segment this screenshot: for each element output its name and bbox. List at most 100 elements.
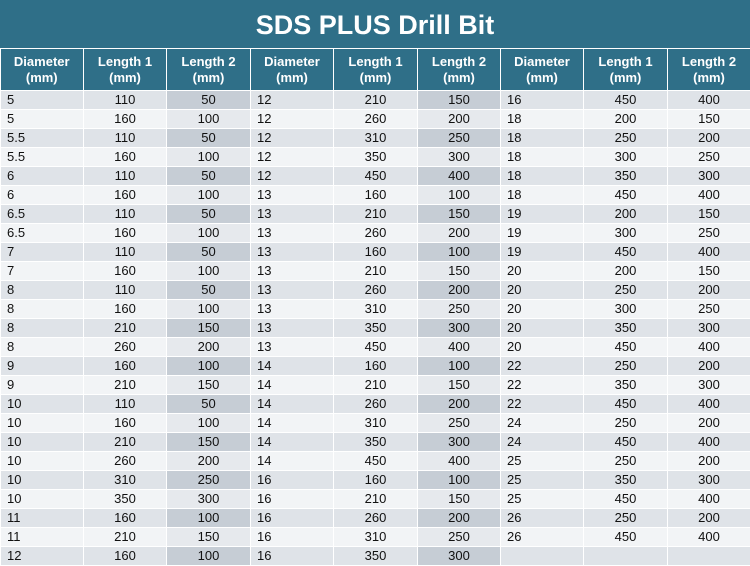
table-cell: 400 — [668, 395, 750, 414]
table-cell: 150 — [668, 110, 750, 129]
table-cell: 160 — [334, 357, 418, 376]
table-cell: 19 — [501, 205, 584, 224]
column-header-label: Diameter — [1, 54, 84, 70]
table-cell: 10 — [1, 490, 84, 509]
table-cell: 8 — [1, 319, 84, 338]
column-header: Diameter(mm) — [501, 49, 584, 91]
table-cell: 6.5 — [1, 205, 84, 224]
table-cell: 400 — [418, 452, 501, 471]
table-cell: 250 — [584, 509, 668, 528]
table-cell: 10 — [1, 452, 84, 471]
table-cell: 450 — [334, 167, 418, 186]
column-header-unit: (mm) — [167, 70, 250, 86]
table-cell: 10 — [1, 414, 84, 433]
table-cell: 25 — [501, 452, 584, 471]
table-cell: 100 — [167, 148, 251, 167]
table-cell: 400 — [668, 490, 750, 509]
table-cell: 400 — [668, 528, 750, 547]
table-cell: 14 — [251, 433, 334, 452]
column-header-label: Length 2 — [418, 54, 500, 70]
column-header: Diameter(mm) — [1, 49, 84, 91]
table-cell: 9 — [1, 376, 84, 395]
column-header: Length 2(mm) — [418, 49, 501, 91]
table-cell: 10 — [1, 471, 84, 490]
table-cell: 100 — [418, 357, 501, 376]
table-cell: 16 — [251, 490, 334, 509]
table-cell: 350 — [584, 167, 668, 186]
table-cell: 250 — [668, 224, 750, 243]
column-header: Length 2(mm) — [167, 49, 251, 91]
table-cell: 260 — [84, 338, 167, 357]
table-cell: 400 — [668, 186, 750, 205]
table-cell: 100 — [167, 509, 251, 528]
table-cell: 400 — [668, 433, 750, 452]
table-cell: 300 — [418, 319, 501, 338]
table-cell: 150 — [167, 376, 251, 395]
table-cell: 150 — [668, 205, 750, 224]
table-cell: 18 — [501, 148, 584, 167]
table-cell: 250 — [584, 357, 668, 376]
table-cell: 260 — [334, 395, 418, 414]
table-cell: 200 — [668, 281, 750, 300]
table-cell: 100 — [167, 547, 251, 566]
table-cell: 100 — [418, 186, 501, 205]
table-cell: 310 — [84, 471, 167, 490]
table-cell: 300 — [418, 148, 501, 167]
table-cell: 160 — [84, 262, 167, 281]
table-cell: 150 — [418, 490, 501, 509]
table-cell: 450 — [584, 433, 668, 452]
table-cell: 450 — [334, 338, 418, 357]
table-cell: 300 — [584, 300, 668, 319]
table-cell: 100 — [418, 471, 501, 490]
table-cell: 350 — [334, 319, 418, 338]
table-cell: 300 — [668, 376, 750, 395]
table-cell: 24 — [501, 414, 584, 433]
table-cell: 25 — [501, 471, 584, 490]
table-cell: 20 — [501, 300, 584, 319]
table-cell: 200 — [167, 338, 251, 357]
table-cell: 11 — [1, 509, 84, 528]
table-cell: 110 — [84, 281, 167, 300]
table-cell: 160 — [84, 110, 167, 129]
table-cell: 50 — [167, 91, 251, 110]
column-header-unit: (mm) — [1, 70, 84, 86]
table-cell: 22 — [501, 376, 584, 395]
table-cell: 250 — [418, 300, 501, 319]
table-cell: 200 — [584, 110, 668, 129]
table-cell: 160 — [84, 148, 167, 167]
table-cell: 260 — [334, 110, 418, 129]
table-cell: 100 — [167, 110, 251, 129]
column-header-label: Length 2 — [167, 54, 250, 70]
table-cell: 350 — [584, 376, 668, 395]
table-cell: 8 — [1, 281, 84, 300]
table-cell: 20 — [501, 281, 584, 300]
table-cell: 160 — [84, 414, 167, 433]
table-cell — [668, 547, 750, 566]
table-cell: 110 — [84, 205, 167, 224]
table-cell: 16 — [251, 509, 334, 528]
column-header-unit: (mm) — [251, 70, 333, 86]
table-cell: 11 — [1, 528, 84, 547]
table-cell: 210 — [334, 262, 418, 281]
table-cell: 110 — [84, 129, 167, 148]
table-cell: 110 — [84, 91, 167, 110]
column-header-label: Length 2 — [668, 54, 750, 70]
table-cell: 5.5 — [1, 129, 84, 148]
table-cell: 26 — [501, 528, 584, 547]
table-cell: 50 — [167, 243, 251, 262]
table-cell: 400 — [418, 167, 501, 186]
table-cell: 160 — [84, 300, 167, 319]
column-header-unit: (mm) — [584, 70, 667, 86]
table-cell: 14 — [251, 452, 334, 471]
table-cell: 25 — [501, 490, 584, 509]
table-cell: 160 — [84, 186, 167, 205]
table-cell: 26 — [501, 509, 584, 528]
table-cell: 100 — [167, 224, 251, 243]
